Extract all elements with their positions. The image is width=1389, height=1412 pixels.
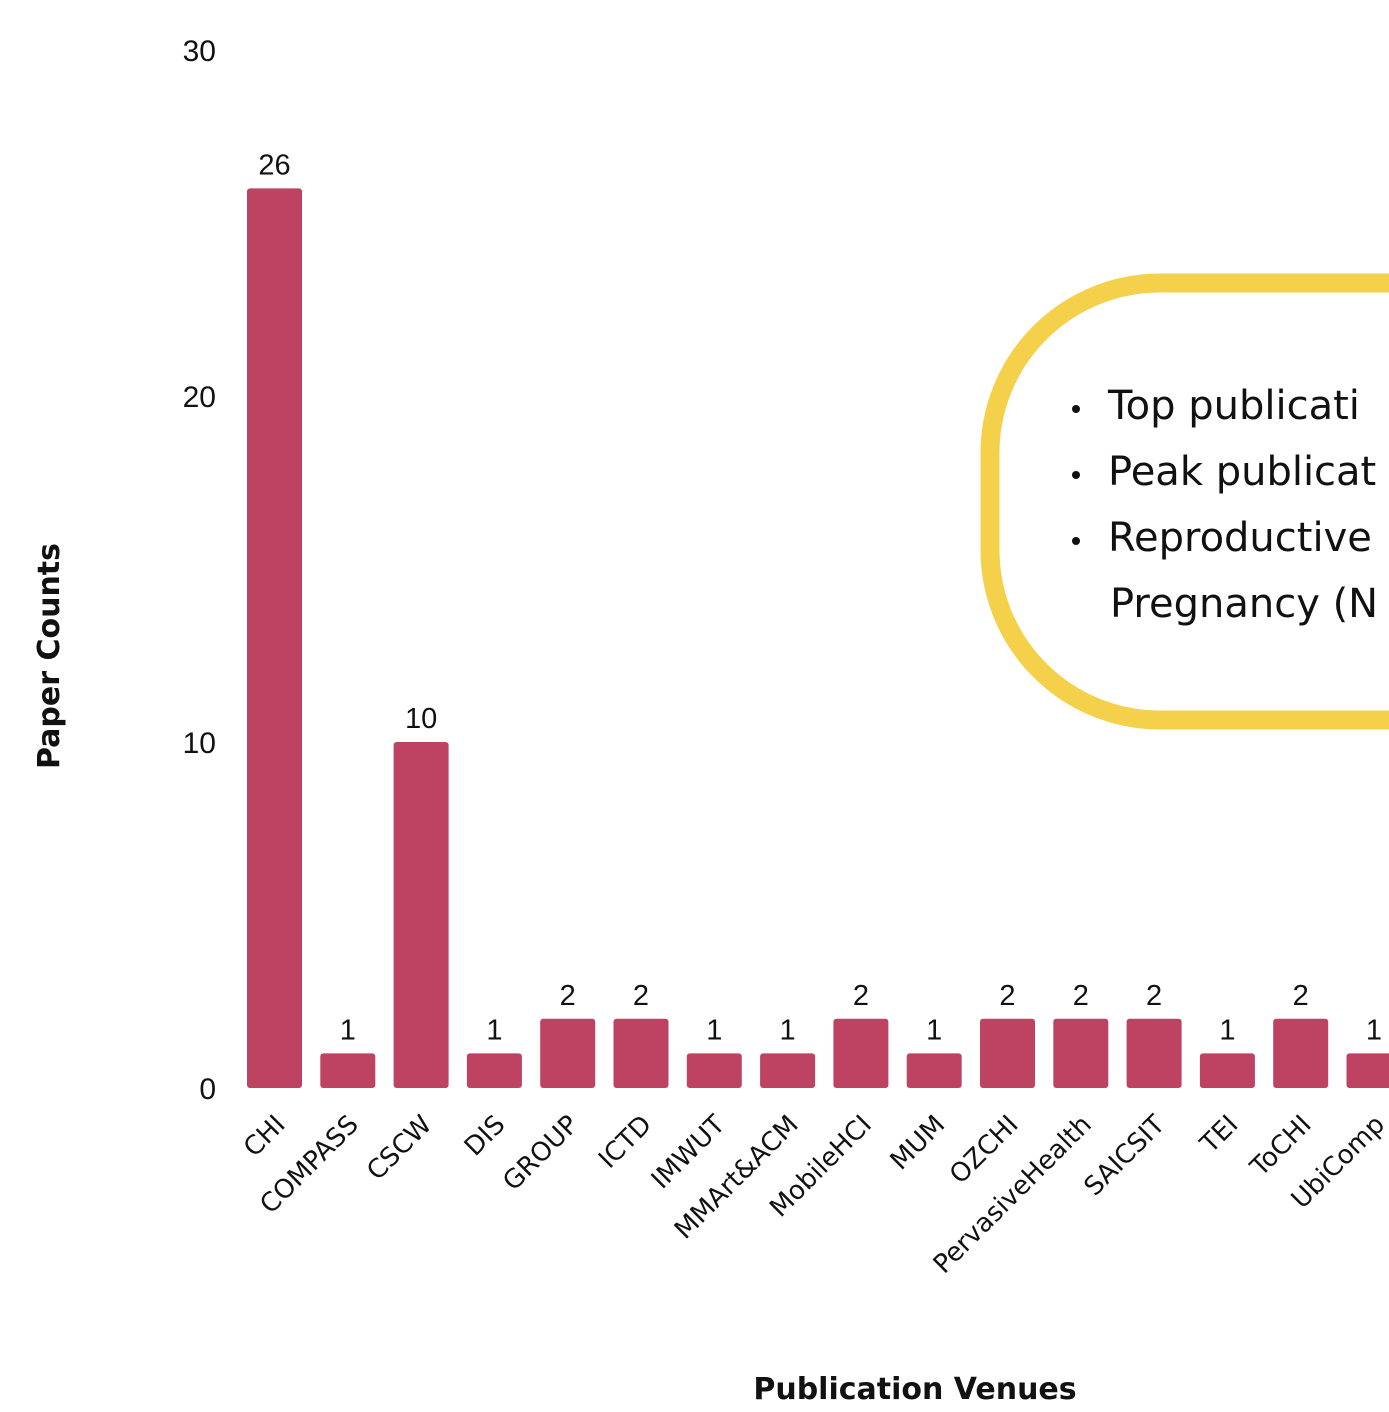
category-label: SAICSIT — [1079, 1110, 1171, 1202]
category-label: CSCW — [361, 1110, 438, 1187]
bar — [980, 1018, 1035, 1088]
data-label: 2 — [560, 980, 576, 1012]
y-tick-label: 10 — [183, 727, 216, 760]
category-label: DIS — [459, 1110, 511, 1162]
bar — [540, 1018, 596, 1088]
annotation-continuation: Pregnancy (N — [1110, 581, 1378, 627]
bullet-dot — [1072, 537, 1080, 545]
bar — [393, 742, 449, 1088]
data-label: 1 — [1366, 1014, 1382, 1046]
bar — [1199, 1053, 1255, 1088]
annotation-text: Peak publicat — [1108, 449, 1376, 495]
y-axis-ticks: 0 10 20 30 — [183, 35, 216, 1106]
bar — [1346, 1053, 1389, 1088]
annotation-bullet-2: Peak publicat — [1072, 449, 1376, 495]
data-label: 2 — [633, 980, 649, 1012]
annotation-bullet-1: Top publicati — [1072, 383, 1360, 429]
y-tick-label: 20 — [183, 381, 216, 414]
data-label: 1 — [926, 1014, 942, 1046]
bar — [760, 1053, 816, 1088]
bar — [1273, 1018, 1329, 1088]
data-label: 2 — [853, 980, 869, 1012]
category-label: TEI — [1194, 1110, 1244, 1160]
bar — [1053, 1018, 1109, 1088]
y-axis-title: Paper Counts — [32, 543, 67, 769]
annotation-text: Reproductive — [1108, 515, 1372, 561]
data-label: 10 — [405, 703, 437, 735]
bar — [466, 1053, 522, 1088]
category-label: GROUP — [497, 1110, 584, 1197]
bullet-dot — [1072, 405, 1080, 413]
bar — [247, 188, 302, 1088]
data-label: 26 — [258, 149, 290, 181]
bullet-dot — [1072, 471, 1080, 479]
x-axis-title: Publication Venues — [753, 1372, 1076, 1407]
bar — [833, 1018, 889, 1088]
data-labels: 26 1 10 1 2 2 1 1 2 1 2 2 2 1 2 1 — [258, 149, 1382, 1046]
data-label: 2 — [1073, 980, 1089, 1012]
annotation-border — [980, 273, 1389, 730]
data-label: 2 — [1146, 980, 1162, 1012]
data-label: 1 — [340, 1014, 356, 1046]
annotation-bullet-3: Reproductive — [1072, 515, 1372, 561]
bar — [613, 1018, 669, 1088]
data-label: 1 — [486, 1014, 502, 1046]
bar — [320, 1053, 376, 1088]
data-label: 1 — [780, 1014, 796, 1046]
annotation-callout: Top publicati Peak publicat Reproductive… — [980, 273, 1389, 730]
category-label: MUM — [885, 1110, 951, 1176]
bar — [906, 1053, 962, 1088]
annotation-text: Top publicati — [1107, 383, 1360, 429]
bars — [247, 188, 1389, 1088]
y-tick-label: 0 — [199, 1073, 216, 1106]
data-label: 2 — [1293, 980, 1309, 1012]
bar — [686, 1053, 742, 1088]
data-label: 1 — [706, 1014, 722, 1046]
y-tick-label: 30 — [183, 35, 216, 68]
category-label: CHI — [238, 1110, 291, 1163]
category-label: ICTD — [593, 1110, 658, 1175]
data-label: 1 — [1219, 1014, 1235, 1046]
data-label: 2 — [999, 980, 1015, 1012]
bar — [1126, 1018, 1182, 1088]
